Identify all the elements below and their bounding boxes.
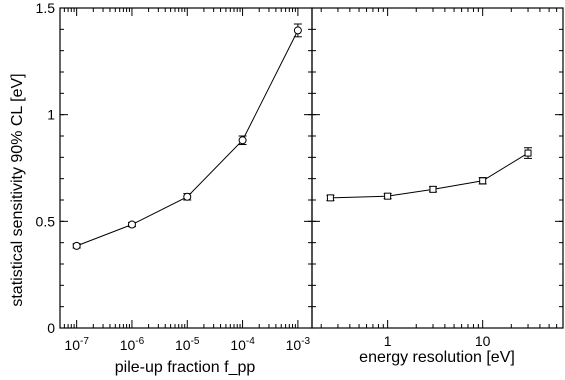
y-tick-label: 1.5 <box>36 0 56 16</box>
x-tick-exponent: -4 <box>246 336 255 347</box>
series-line <box>330 152 529 199</box>
x-tick-exponent: -3 <box>301 336 310 347</box>
x-tick-label: 10 <box>475 333 491 349</box>
right-panel-energy-resolution: 1 10 <box>311 7 564 349</box>
x-tick-label: 10-4 <box>230 336 255 353</box>
x-tick-exponent: -7 <box>80 336 89 347</box>
data-point <box>524 149 532 157</box>
x-tick-label: 10-7 <box>64 336 89 353</box>
data-point <box>479 177 487 185</box>
x-tick-label: 10-3 <box>286 336 311 353</box>
x-tick-base: 10 <box>286 337 302 353</box>
data-point <box>127 220 136 229</box>
x-axis-title-left: pile-up fraction f_pp <box>115 359 256 376</box>
y-tick-label: 1 <box>47 107 55 123</box>
data-point <box>183 192 192 201</box>
x-tick-label: 10-5 <box>175 336 200 353</box>
data-point <box>384 192 392 200</box>
left-panel-pile-up: 00.511.510-7 10-6 10-5 10-4 10-3 <box>36 0 313 353</box>
series-line <box>76 30 299 247</box>
data-point <box>429 185 437 193</box>
x-tick-base: 10 <box>230 337 246 353</box>
x-tick-exponent: -5 <box>191 336 200 347</box>
data-point <box>326 194 334 202</box>
data-point <box>72 241 81 250</box>
plot-frame <box>311 7 564 329</box>
x-tick-base: 10 <box>120 337 136 353</box>
x-tick-label: 10-6 <box>120 336 145 353</box>
x-tick-exponent: -6 <box>135 336 144 347</box>
data-point <box>238 136 247 145</box>
plot-frame <box>59 7 313 329</box>
x-tick-label: 1 <box>384 333 392 349</box>
x-tick-base: 10 <box>64 337 80 353</box>
x-tick-base: 10 <box>175 337 191 353</box>
y-axis-title: statistical sensitivity 90% CL [eV] <box>9 73 26 306</box>
y-tick-label: 0 <box>47 320 55 336</box>
y-tick-label: 0.5 <box>36 213 56 229</box>
x-axis-title-right: energy resolution [eV] <box>359 349 515 366</box>
data-point <box>293 26 302 35</box>
